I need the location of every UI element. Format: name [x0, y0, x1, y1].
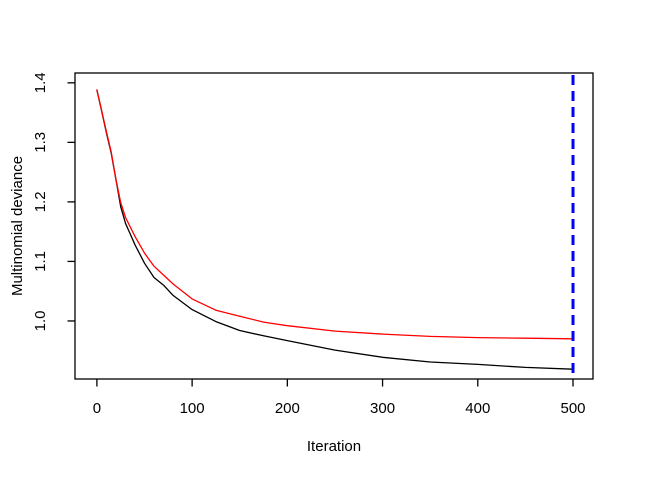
- y-tick-label: 1.1: [32, 251, 49, 272]
- y-axis-label: Multinomial deviance: [9, 156, 26, 296]
- plot-area: 0 100 200 300 400 500 1.0 1.1 1.2 1.3 1.4: [32, 72, 594, 417]
- y-tick-label: 1.0: [32, 311, 49, 332]
- upper-red-curve: [96, 89, 574, 340]
- x-tick-label: 0: [93, 400, 101, 417]
- x-tick-label: 200: [275, 400, 300, 417]
- y-tick-label: 1.4: [32, 72, 49, 93]
- x-tick-label: 300: [370, 400, 395, 417]
- x-tick-label: 400: [465, 400, 490, 417]
- y-tick-label: 1.3: [32, 132, 49, 153]
- x-tick-label: 500: [560, 400, 585, 417]
- x-tick-label: 100: [180, 400, 205, 417]
- lower-black-curve: [96, 89, 574, 370]
- x-axis-label: Iteration: [307, 438, 361, 455]
- y-tick-label: 1.2: [32, 191, 49, 212]
- plot-box: [74, 72, 594, 380]
